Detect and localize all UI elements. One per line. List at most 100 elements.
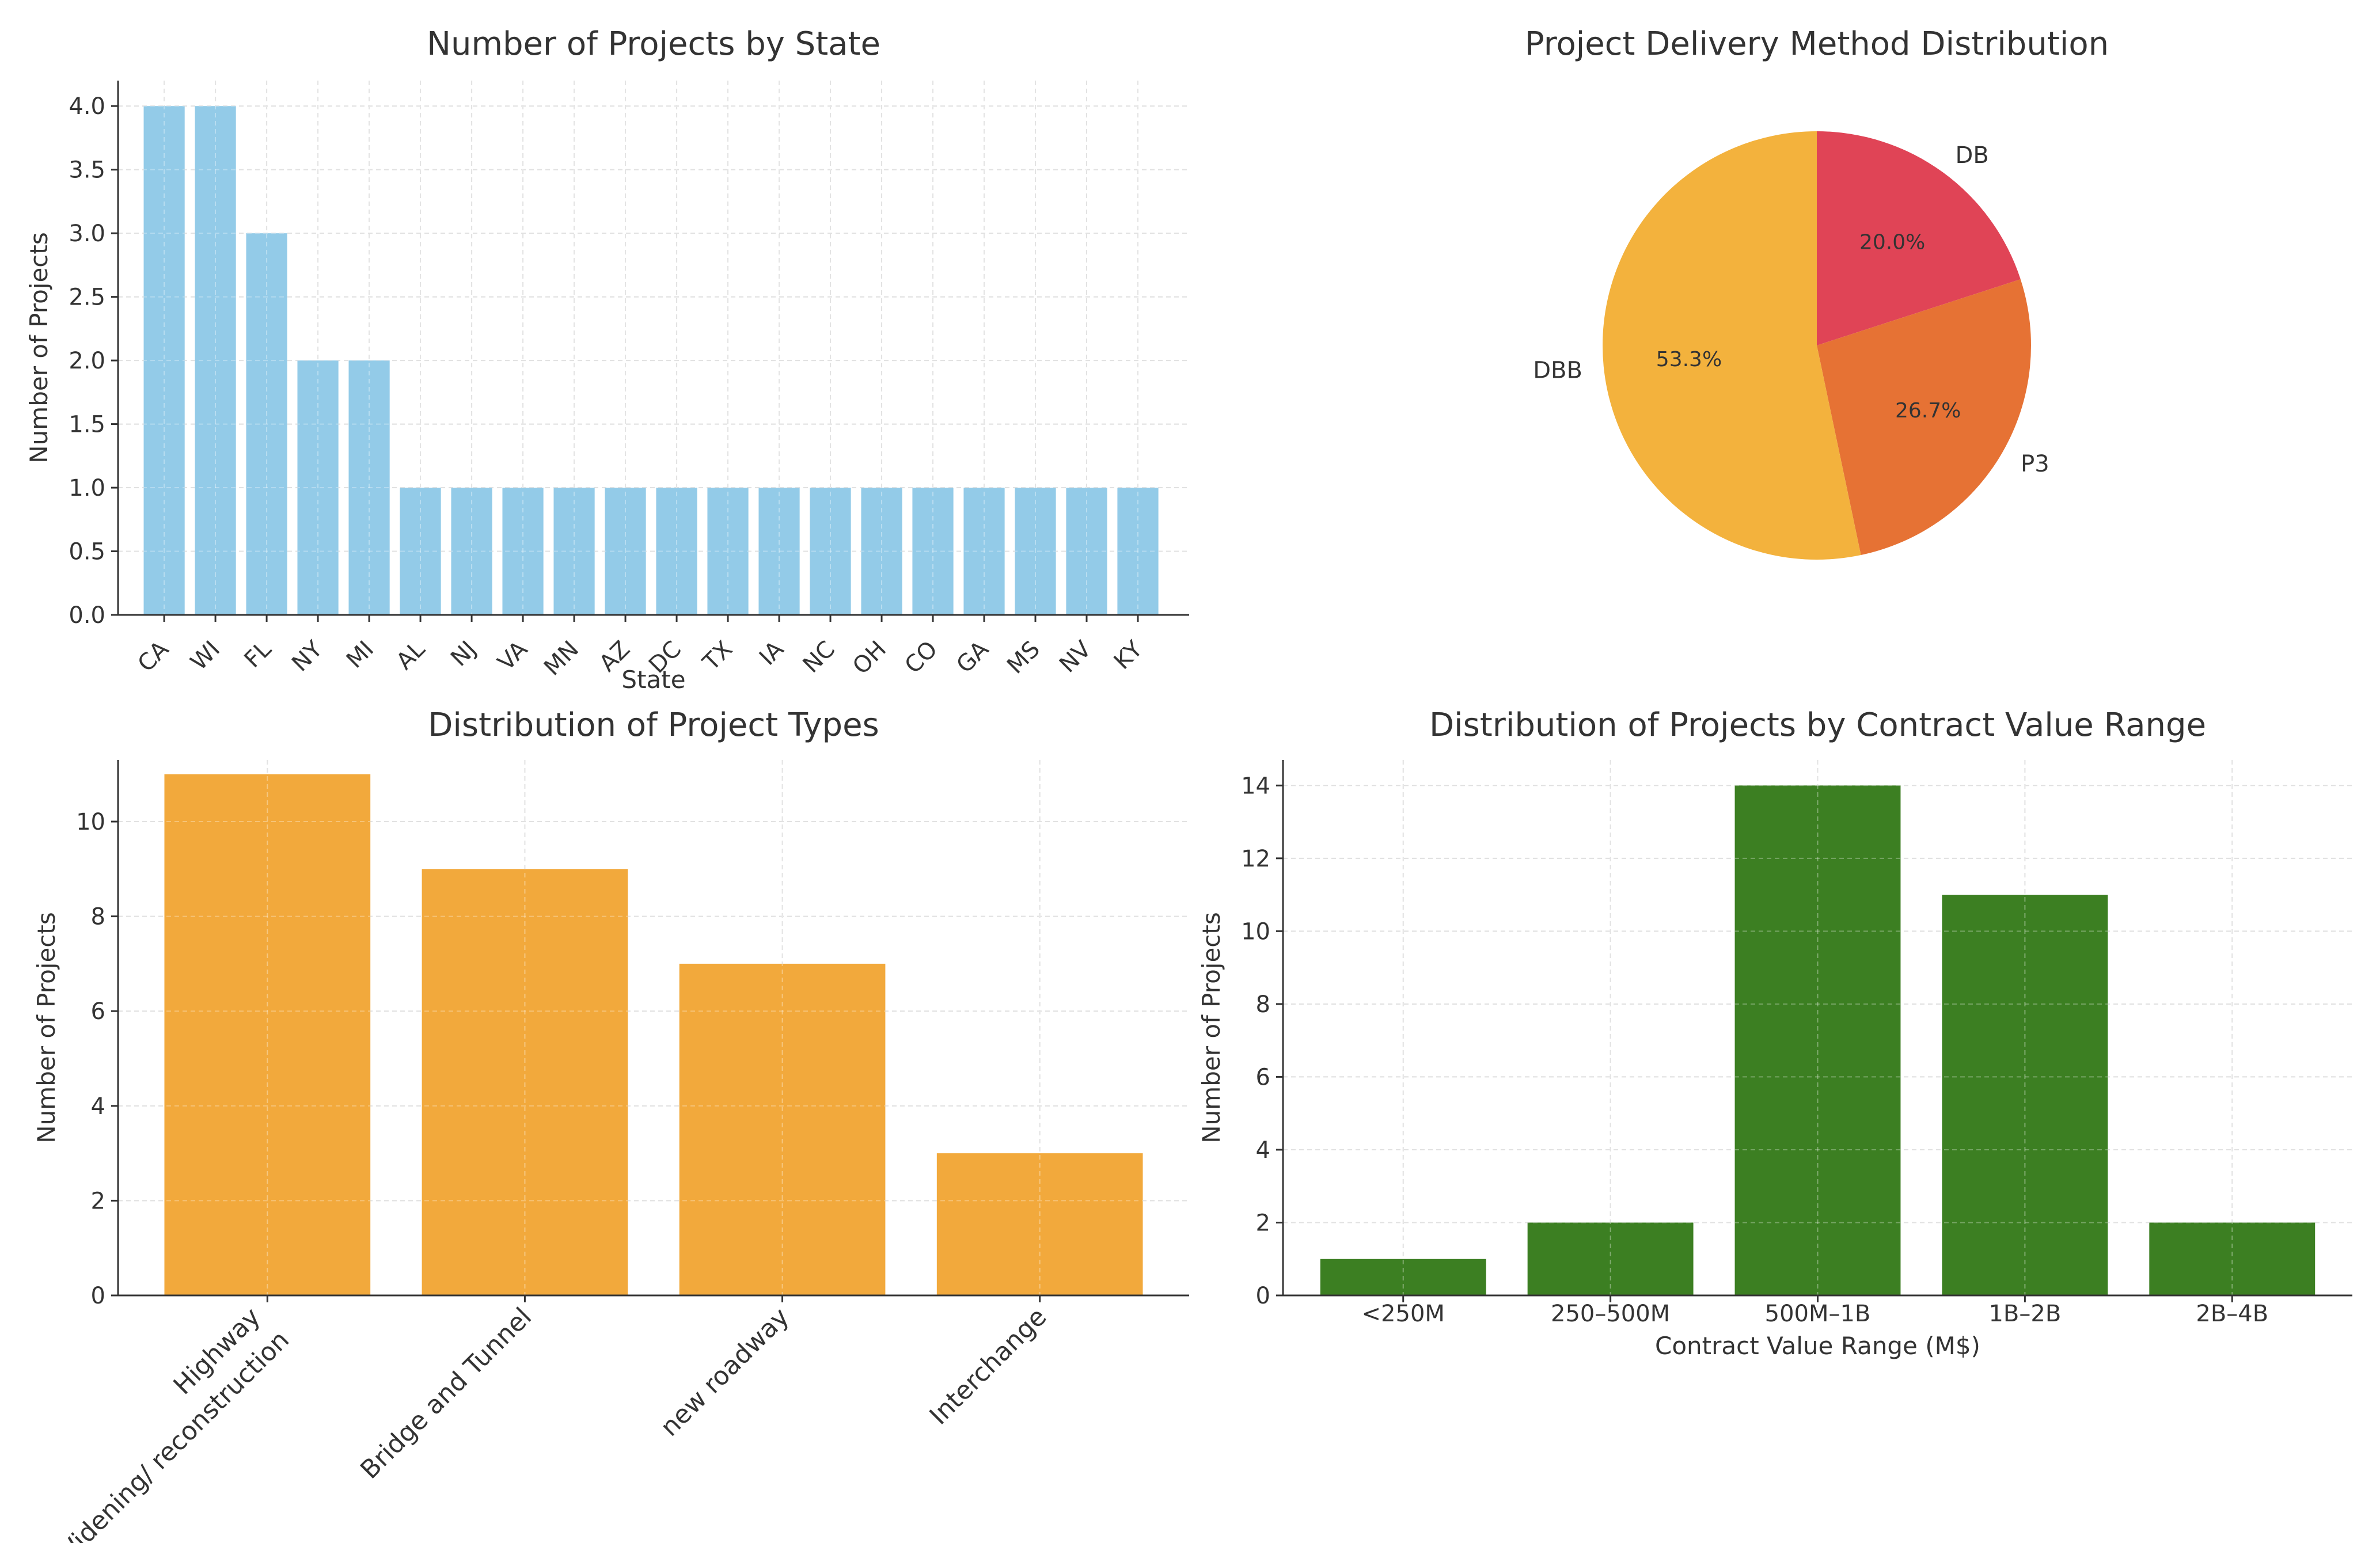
x-tick-label: IA xyxy=(754,636,789,671)
x-tick-label: MS xyxy=(1002,636,1045,679)
x-tick-label: MN xyxy=(539,636,584,681)
bar-14 xyxy=(861,488,902,615)
bar-3 xyxy=(936,1153,1143,1295)
bar-16 xyxy=(963,488,1005,615)
bar-12 xyxy=(758,488,800,615)
bar-19 xyxy=(1117,488,1159,615)
x-tick-label: KY xyxy=(1109,636,1148,675)
x-tick-label: OH xyxy=(848,636,891,680)
x-tick-label: Interchange xyxy=(924,1302,1053,1431)
y-tick-label: 10 xyxy=(1241,918,1270,945)
y-tick-label: 14 xyxy=(1241,773,1270,799)
x-tick-label: 500M–1B xyxy=(1765,1301,1871,1327)
bar-3 xyxy=(1942,895,2108,1295)
x-tick-label-line-2: Widening/ reconstruction xyxy=(49,1325,295,1543)
y-tick-label: 3.0 xyxy=(69,221,105,247)
y-tick-label: 1.0 xyxy=(69,475,105,501)
bar-7 xyxy=(502,488,544,615)
x-tick-label: Bridge and Tunnel xyxy=(355,1302,537,1485)
x-tick-label: WI xyxy=(185,636,225,676)
x-tick-label: TX xyxy=(697,636,738,677)
y-tick-label: 6 xyxy=(1256,1064,1270,1090)
delivery-method-pie-chart: Project Delivery Method Distribution 20.0… xyxy=(1525,25,2109,560)
y-tick-label: 4 xyxy=(1256,1137,1270,1164)
y-tick-label: 0 xyxy=(1256,1283,1270,1309)
bar-13 xyxy=(810,488,851,615)
y-tick-label: 6 xyxy=(91,998,105,1025)
bar-0 xyxy=(143,106,185,615)
x-tick-label: CO xyxy=(900,636,943,679)
x-tick-label: new roadway xyxy=(655,1302,795,1442)
y-tick-label: 8 xyxy=(1256,991,1270,1018)
projects-by-state-chart: Number of Projects by State 0.0 0.5 1.0 1.5 2… xyxy=(25,25,1189,694)
chart-title: Number of Projects by State xyxy=(427,25,880,63)
project-types-chart: Distribution of Project Types0246810High… xyxy=(32,706,1189,1543)
x-tick-label: NC xyxy=(798,636,840,678)
y-tick-label: 4.0 xyxy=(69,93,105,120)
bar-15 xyxy=(912,488,954,615)
bar-2 xyxy=(1734,785,1901,1295)
y-axis-label: Number of Projects xyxy=(32,912,60,1143)
x-axis-label: State xyxy=(621,666,685,694)
bar-6 xyxy=(451,488,492,615)
pie-slice-p3 xyxy=(1817,279,2032,556)
y-tick-label: 12 xyxy=(1241,846,1270,872)
y-tick-label: 1.5 xyxy=(69,412,105,438)
x-tick-label: GA xyxy=(951,636,994,678)
pie-slice-dbb xyxy=(1602,131,1861,560)
pie-slice-label: P3 xyxy=(2021,451,2049,477)
x-tick-label: 2B–4B xyxy=(2196,1301,2268,1327)
bar-18 xyxy=(1066,488,1107,615)
pie-slice-label: DBB xyxy=(1533,357,1582,383)
x-tick-label: FL xyxy=(240,636,277,673)
pie-pct-label: 53.3% xyxy=(1656,348,1722,371)
y-tick-label: 4 xyxy=(91,1093,105,1120)
x-tick-label: <250M xyxy=(1362,1301,1445,1327)
x-tick-label: 1B–2B xyxy=(1988,1301,2061,1327)
chart-title: Project Delivery Method Distribution xyxy=(1525,25,2109,63)
pie-pct-label: 26.7% xyxy=(1895,399,1961,423)
y-tick-label: 2.5 xyxy=(69,284,105,311)
pie-slice-label: DB xyxy=(1956,142,1989,169)
x-tick-label: AL xyxy=(392,636,431,675)
x-tick-label: NV xyxy=(1054,636,1096,678)
contract-value-chart: Distribution of Projects by Contract Val… xyxy=(1197,706,2352,1360)
chart-title: Distribution of Projects by Contract Val… xyxy=(1429,706,2206,744)
y-tick-label: 10 xyxy=(76,809,105,835)
bar-1 xyxy=(1527,1222,1694,1295)
bar-4 xyxy=(2149,1222,2316,1295)
y-tick-label: 2 xyxy=(91,1188,105,1214)
y-tick-label: 0 xyxy=(91,1283,105,1309)
x-tick-label: 250–500M xyxy=(1551,1301,1670,1327)
y-tick-label: 3.5 xyxy=(69,157,105,184)
bar-17 xyxy=(1015,488,1056,615)
y-tick-label: 8 xyxy=(91,904,105,930)
bar-3 xyxy=(297,360,339,615)
bar-2 xyxy=(246,233,287,615)
x-tick-label: NJ xyxy=(446,636,481,672)
chart-title: Distribution of Project Types xyxy=(428,706,879,744)
y-tick-label: 0.0 xyxy=(69,602,105,629)
y-tick-label: 2.0 xyxy=(69,348,105,374)
x-tick-label: NY xyxy=(287,636,328,677)
bar-1 xyxy=(195,106,236,615)
y-tick-label: 0.5 xyxy=(69,539,105,565)
y-axis-label: Number of Projects xyxy=(1197,912,1225,1143)
x-tick-label: CA xyxy=(133,636,174,677)
bar-0 xyxy=(1320,1259,1486,1295)
bar-5 xyxy=(400,488,441,615)
pie-pct-label: 20.0% xyxy=(1859,230,1925,254)
x-tick-label: MI xyxy=(341,636,379,674)
bar-11 xyxy=(707,488,749,615)
bar-8 xyxy=(553,488,595,615)
bar-2 xyxy=(679,963,886,1295)
bar-9 xyxy=(605,488,646,615)
y-tick-label: 2 xyxy=(1256,1210,1270,1236)
bar-0 xyxy=(164,774,371,1295)
y-axis-label: Number of Projects xyxy=(25,232,53,463)
x-axis-label: Contract Value Range (M$) xyxy=(1655,1332,1980,1360)
bar-1 xyxy=(422,869,628,1295)
pie-slice-db xyxy=(1817,131,2021,345)
bar-10 xyxy=(656,488,697,615)
